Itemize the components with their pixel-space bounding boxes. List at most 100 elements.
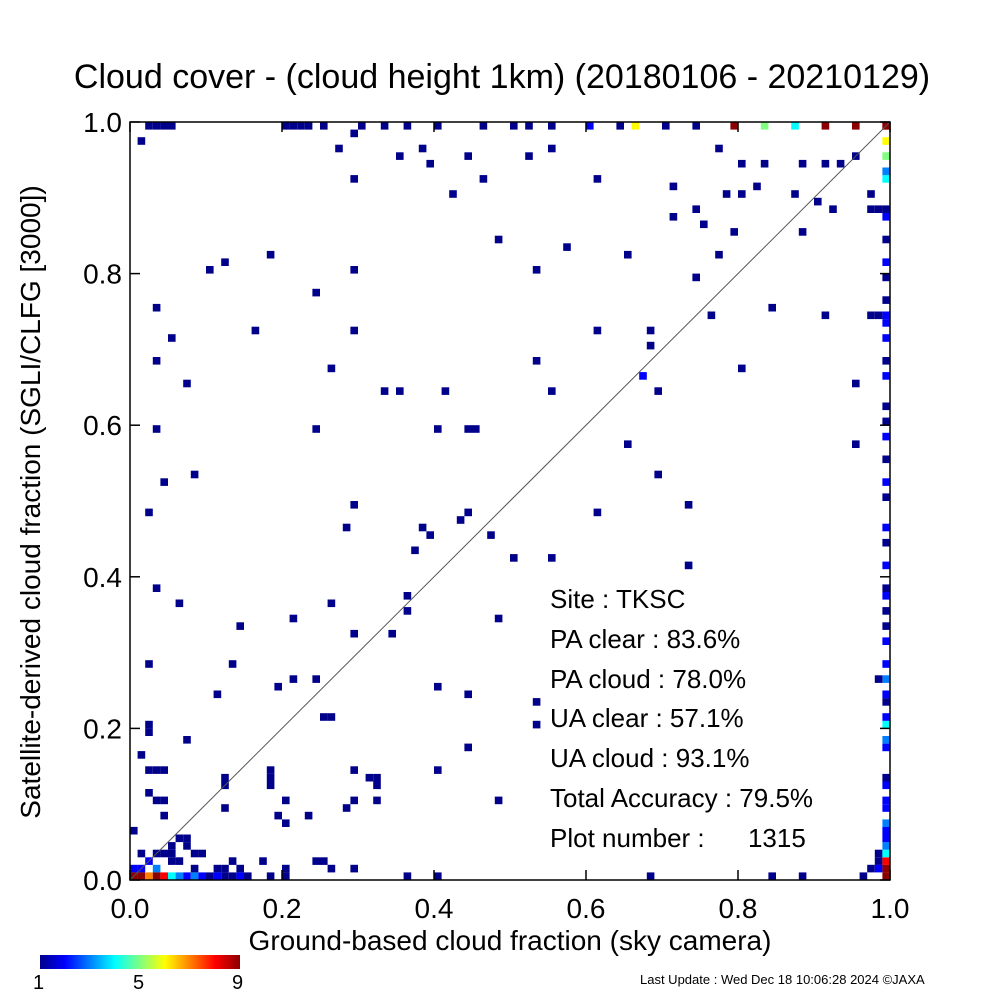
data-cell bbox=[700, 220, 708, 229]
stats-panel: Site : TKSC PA clear : 83.6% PA cloud : … bbox=[550, 584, 813, 853]
colorbar-tick-mid: 5 bbox=[133, 972, 145, 994]
data-cell bbox=[882, 637, 890, 645]
data-cell bbox=[137, 137, 146, 145]
data-cell bbox=[798, 872, 807, 880]
data-cell bbox=[168, 122, 176, 130]
data-cell bbox=[137, 751, 146, 759]
data-cell bbox=[882, 675, 890, 683]
colorbar bbox=[40, 955, 240, 969]
y-axis-label: Satellite-derived cloud fraction (SGLI/C… bbox=[15, 185, 46, 818]
x-tick-label: 0.0 bbox=[111, 893, 150, 924]
data-cell bbox=[160, 478, 168, 486]
data-cell bbox=[206, 872, 214, 880]
data-cell bbox=[639, 372, 647, 380]
data-cell bbox=[821, 311, 830, 320]
data-cell bbox=[532, 720, 541, 729]
data-cell bbox=[525, 152, 533, 160]
data-cell bbox=[266, 766, 275, 774]
y-tick-label: 0.8 bbox=[83, 259, 122, 290]
data-cell bbox=[418, 144, 427, 153]
data-cell bbox=[882, 849, 890, 858]
data-cell bbox=[882, 235, 890, 244]
x-tick-label: 1.0 bbox=[871, 893, 910, 924]
chart-title: Cloud cover - (cloud height 1km) (201801… bbox=[74, 58, 930, 96]
data-cell bbox=[190, 872, 199, 880]
x-axis-ticks: 0.0 0.2 0.4 0.6 0.8 1.0 bbox=[111, 122, 910, 924]
data-cell bbox=[304, 811, 313, 820]
data-cell bbox=[152, 864, 161, 873]
data-cell bbox=[836, 159, 845, 168]
stat-ua-clear: UA clear : 57.1% bbox=[550, 703, 744, 733]
data-cell bbox=[624, 250, 632, 259]
data-cell bbox=[494, 796, 503, 805]
data-cell bbox=[152, 584, 161, 592]
data-cell bbox=[145, 766, 153, 774]
data-cell bbox=[198, 849, 206, 858]
data-cell bbox=[403, 872, 412, 880]
data-cell bbox=[449, 190, 457, 198]
data-cell bbox=[715, 250, 723, 259]
data-cell bbox=[479, 122, 488, 130]
data-cell bbox=[882, 538, 890, 547]
data-cell bbox=[327, 599, 336, 608]
data-cell bbox=[882, 592, 890, 600]
data-cell bbox=[669, 182, 678, 191]
data-cell bbox=[882, 319, 890, 327]
data-cell bbox=[882, 205, 890, 213]
data-cell bbox=[434, 872, 442, 880]
data-cell bbox=[646, 341, 655, 350]
data-cell bbox=[312, 425, 320, 433]
data-cell bbox=[464, 508, 472, 517]
data-cell bbox=[160, 811, 168, 820]
data-cell bbox=[213, 872, 222, 880]
data-cell bbox=[464, 690, 472, 699]
data-cell bbox=[160, 766, 168, 774]
data-cell bbox=[684, 501, 693, 509]
data-cell bbox=[396, 152, 404, 160]
data-cell bbox=[426, 531, 434, 539]
data-cell bbox=[289, 614, 298, 623]
y-tick-label: 0.0 bbox=[83, 865, 122, 896]
data-cell bbox=[882, 493, 890, 501]
data-cell bbox=[434, 425, 442, 433]
data-cell bbox=[350, 175, 358, 183]
data-cell bbox=[874, 857, 883, 865]
data-cell bbox=[882, 622, 890, 630]
data-cell bbox=[312, 288, 320, 297]
data-cell bbox=[852, 379, 860, 388]
data-cell bbox=[882, 273, 890, 282]
data-cell bbox=[882, 796, 890, 805]
data-cell bbox=[882, 736, 890, 744]
data-cell bbox=[882, 781, 890, 790]
data-cell bbox=[282, 122, 290, 130]
data-cell bbox=[335, 144, 343, 153]
data-cell bbox=[730, 122, 738, 130]
data-cell bbox=[152, 872, 161, 880]
data-cell bbox=[882, 402, 890, 411]
data-cell bbox=[654, 470, 662, 479]
data-cell bbox=[874, 675, 883, 683]
plot-frame bbox=[129, 121, 891, 881]
data-cell bbox=[236, 872, 244, 880]
data-cell bbox=[152, 796, 161, 805]
data-cell bbox=[403, 122, 412, 130]
data-cell bbox=[342, 804, 351, 812]
data-cell bbox=[624, 440, 632, 448]
data-cell bbox=[882, 584, 890, 592]
y-tick-label: 0.6 bbox=[83, 410, 122, 441]
data-cell bbox=[373, 773, 381, 782]
data-cell bbox=[297, 122, 305, 130]
data-cell bbox=[168, 872, 176, 880]
data-cell bbox=[221, 804, 229, 812]
data-cell bbox=[654, 387, 662, 395]
data-cell bbox=[882, 773, 890, 782]
data-cell bbox=[175, 857, 184, 865]
data-cell bbox=[874, 864, 883, 873]
y-tick-label: 0.2 bbox=[83, 713, 122, 744]
data-cell bbox=[532, 266, 541, 274]
stat-site: Site : TKSC bbox=[550, 584, 685, 614]
data-cell bbox=[616, 122, 624, 130]
data-cell bbox=[145, 728, 153, 736]
data-cell bbox=[867, 190, 875, 198]
